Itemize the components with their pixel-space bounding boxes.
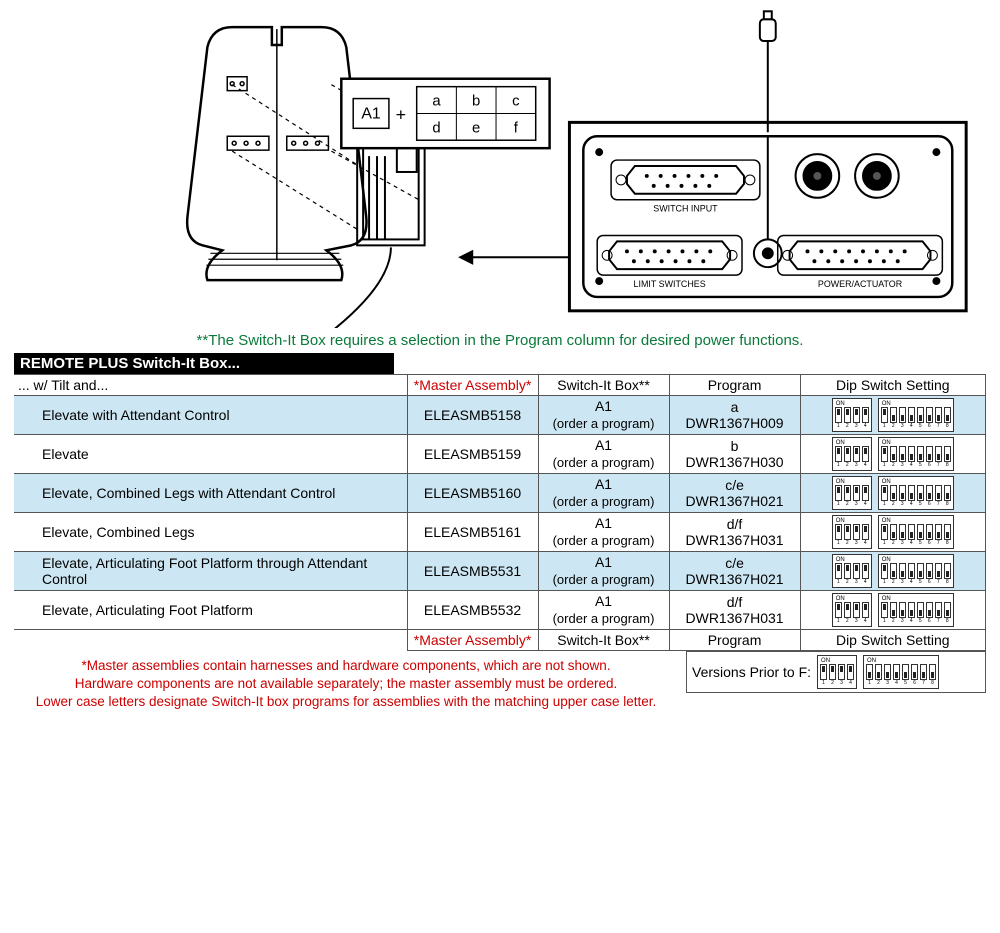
svg-text:b: b [472,94,480,110]
svg-text:POWER/ACTUATOR: POWER/ACTUATOR [818,279,903,289]
svg-text:+: + [396,104,406,124]
connector-panel: SWITCH INPUT LIMIT SWITCHES POWER/ACTUAT… [569,11,966,311]
svg-text:a: a [432,94,441,110]
svg-text:LIMIT SWITCHES: LIMIT SWITCHES [634,279,706,289]
table-row: Elevate, Combined Legs with Attendant Co… [14,474,986,513]
svg-text:SWITCH INPUT: SWITCH INPUT [653,204,718,214]
col-switch: Switch-It Box** [538,375,669,396]
key-a1-label: A1 [361,105,381,122]
subtitle-cell: ... w/ Tilt and... [14,375,407,396]
table-header-row: ... w/ Tilt and... *Master Assembly* Swi… [14,375,986,396]
svg-text:c: c [512,94,520,110]
table-footer-row: *Master Assembly*Switch-It Box**ProgramD… [14,630,986,651]
versions-box: Versions Prior to F: ON1234ON12345678 [686,651,986,693]
table-row: ElevateELEASMB5159A1(order a program)bDW… [14,435,986,474]
svg-text:d: d [432,120,440,136]
table-row: Elevate, Articulating Foot PlatformELEAS… [14,591,986,630]
table-row: Elevate, Articulating Foot Platform thro… [14,552,986,591]
section-title-bar: REMOTE PLUS Switch-It Box... [14,353,394,374]
col-dip: Dip Switch Setting [800,375,985,396]
table-row: Elevate, Combined LegsELEASMB5161A1(orde… [14,513,986,552]
parts-diagram: A1 + a b c d e f [14,8,986,328]
key-grid: A1 + a b c d e f [341,79,549,148]
table-row: Elevate with Attendant ControlELEASMB515… [14,396,986,435]
red-footnote: *Master assemblies contain harnesses and… [14,651,678,714]
green-note: **The Switch-It Box requires a selection… [14,332,986,349]
col-program: Program [669,375,800,396]
diagram-svg: A1 + a b c d e f [14,8,986,328]
parts-table: ... w/ Tilt and... *Master Assembly* Swi… [14,374,986,651]
svg-text:e: e [472,120,480,136]
col-master: *Master Assembly* [407,375,538,396]
